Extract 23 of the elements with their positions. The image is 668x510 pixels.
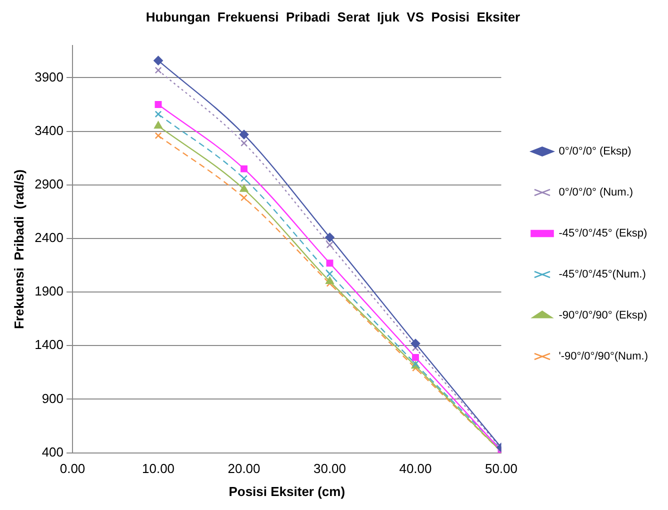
y-tick-label: 2900 [34,176,64,192]
x-tick-label: 0.00 [60,461,86,476]
y-tick-label: 2400 [34,230,64,246]
y-tick-label: 900 [42,390,64,406]
legend-label: -45°/0°/45° (Eksp) [558,228,648,240]
x-tick-label: 40.00 [399,461,432,476]
y-tick-label: 3400 [34,122,64,138]
legend-label: '-90°/0°/90°(Num.) [558,350,648,363]
x-tick-label: 10.00 [142,461,175,476]
chart-title: Hubungan Frekuensi Pribadi Serat Ijuk VS Posisi Eksiter [146,9,520,24]
legend-label: 0°/0°/0° (Eksp) [558,146,632,158]
y-axis-title: Frekuensi Pribadi (rad/s) [11,169,26,330]
legend-label: 0°/0°/0° (Num.) [558,186,634,199]
y-tick-label: 1400 [34,337,64,352]
x-tick-label: 30.00 [313,461,346,476]
x-tick-label: 20.00 [228,461,260,476]
y-tick-label: 3900 [34,69,64,84]
y-tick-label: 400 [42,444,64,460]
legend-label: -90°/0°/90° (Eksp) [558,310,648,322]
y-tick-label: 1900 [34,284,64,299]
legend-label: -45°/0°/45°(Num.) [558,268,646,281]
x-axis-title: Posisi Eksiter (cm) [228,484,346,499]
x-tick-label: 50.00 [484,461,518,476]
